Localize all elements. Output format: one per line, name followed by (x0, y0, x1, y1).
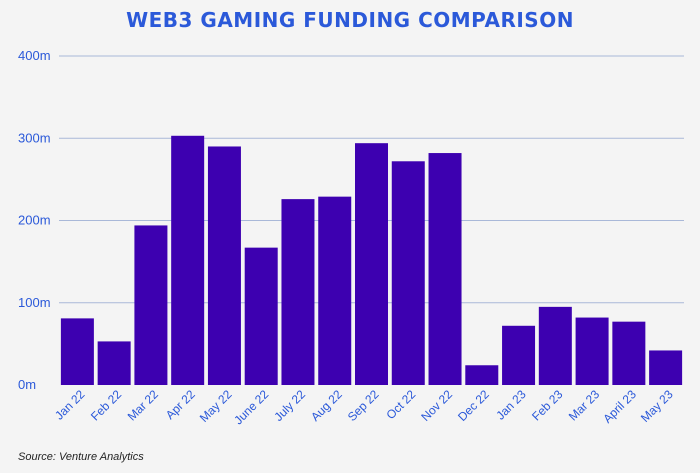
x-tick-label: Mar 22 (125, 387, 162, 424)
y-tick-label: 300m (18, 130, 51, 145)
bar-jan-22 (60, 318, 94, 385)
x-tick-label: Jan 23 (493, 387, 529, 423)
bar-july-22 (281, 199, 315, 385)
y-tick-label: 0m (18, 377, 36, 392)
bars (60, 135, 683, 385)
x-tick-label: Oct 22 (383, 387, 418, 422)
bar-sep-22 (355, 143, 388, 385)
bar-mar-22 (134, 225, 168, 385)
x-tick-label: Feb 22 (88, 387, 125, 424)
x-tick-label: Nov 22 (418, 387, 455, 424)
bar-june-22 (244, 247, 278, 385)
x-tick-label: Aug 22 (308, 387, 345, 424)
y-tick-label: 400m (18, 48, 51, 63)
bar-jan-23 (502, 325, 536, 385)
bar-apr-22 (171, 135, 205, 385)
source-note: Source: Venture Analytics (18, 451, 144, 463)
bar-may-23 (649, 350, 683, 385)
x-tick-label: Apr 22 (163, 387, 198, 422)
x-tick-label: Dec 22 (455, 387, 492, 424)
bar-oct-22 (391, 161, 425, 385)
bar-mar-23 (575, 317, 609, 385)
x-tick-label: May 22 (197, 387, 235, 425)
y-tick-label: 100m (18, 295, 51, 310)
x-tick-label: Mar 23 (566, 387, 603, 424)
x-tick-label: Jan 22 (52, 387, 88, 423)
x-tick-label: Feb 23 (529, 387, 566, 424)
y-axis-ticks: 0m 100m 200m 300m 400m (18, 48, 51, 392)
x-tick-label: April 23 (600, 387, 639, 426)
chart-title: WEB3 GAMING FUNDING COMPARISON (126, 8, 574, 32)
x-tick-label: Sep 22 (345, 387, 382, 424)
bar-feb-23 (538, 306, 572, 385)
x-tick-label: July 22 (271, 387, 308, 424)
bar-aug-22 (318, 196, 352, 385)
bar-may-22 (207, 146, 241, 385)
bar-april-23 (612, 321, 646, 385)
x-tick-label: May 23 (638, 387, 676, 425)
x-tick-label: June 22 (231, 387, 271, 427)
y-tick-label: 200m (18, 213, 51, 228)
bar-dec-22 (465, 365, 499, 385)
bar-nov-22 (428, 153, 462, 385)
bar-feb-22 (97, 341, 131, 385)
